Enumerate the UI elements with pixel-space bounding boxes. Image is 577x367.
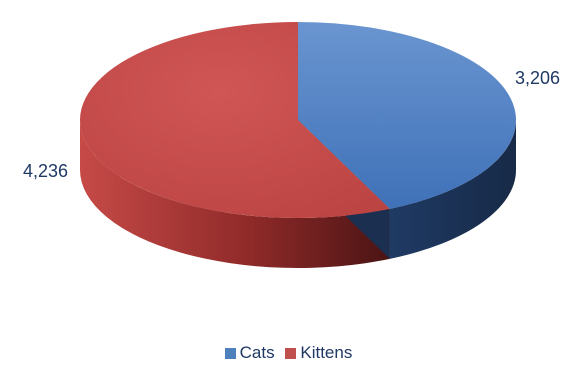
data-label-kittens: 4,236 xyxy=(23,161,68,181)
pie-slice-cats xyxy=(298,22,516,209)
legend-swatch-kittens xyxy=(285,347,297,359)
data-label-cats: 3,206 xyxy=(515,68,560,88)
legend-item-cats: Cats xyxy=(224,343,275,363)
pie-chart: 3,206 4,236 xyxy=(23,21,560,268)
pie-side-kittens xyxy=(80,120,390,268)
legend-item-kittens: Kittens xyxy=(285,343,352,363)
pie-slice-kittens xyxy=(79,21,390,218)
pie-side-cats xyxy=(389,120,516,259)
legend-label-cats: Cats xyxy=(239,343,275,362)
legend-swatch-cats xyxy=(224,347,236,359)
legend: Cats Kittens xyxy=(0,343,577,364)
legend-label-kittens: Kittens xyxy=(300,343,353,362)
